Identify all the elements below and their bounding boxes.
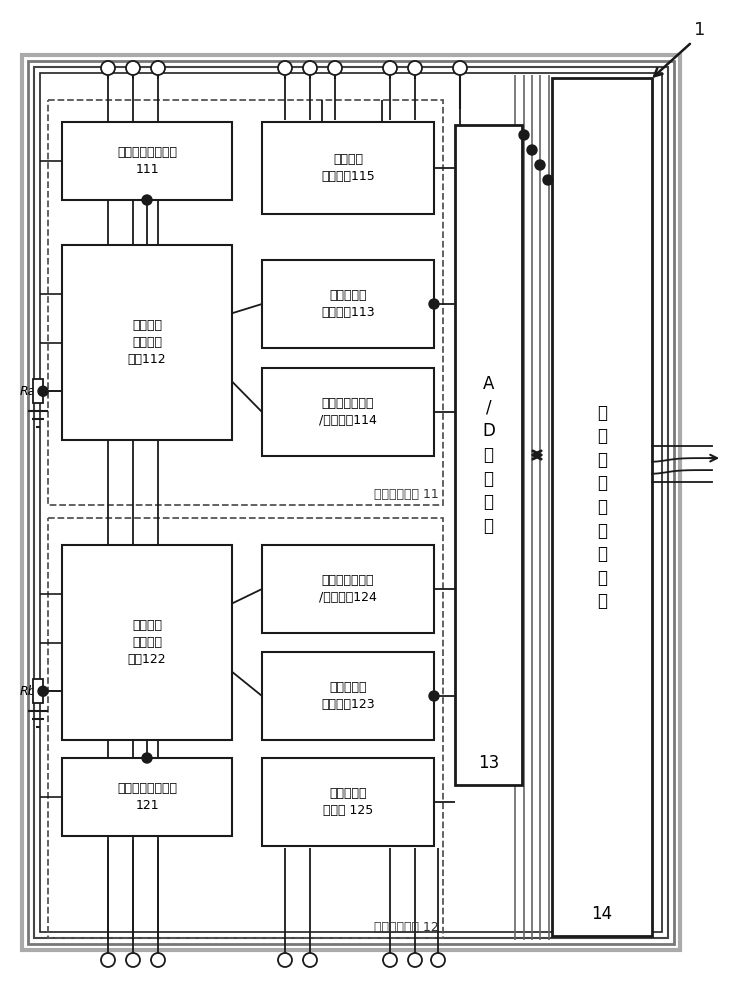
Bar <box>262 122 434 214</box>
Circle shape <box>535 160 545 170</box>
Bar <box>62 758 232 836</box>
Text: 第一检测模块 11: 第一检测模块 11 <box>374 488 439 501</box>
Bar <box>262 652 434 740</box>
Circle shape <box>303 61 317 75</box>
Circle shape <box>408 61 422 75</box>
Bar <box>28 61 674 944</box>
Text: 第一检测
模式选择
开关112: 第一检测 模式选择 开关112 <box>128 319 166 366</box>
Circle shape <box>383 61 397 75</box>
Bar <box>262 260 434 348</box>
Circle shape <box>543 175 553 185</box>
Bar <box>62 545 232 740</box>
Bar <box>33 379 43 403</box>
Circle shape <box>151 61 165 75</box>
Circle shape <box>151 953 165 967</box>
Text: Rb: Rb <box>20 685 36 698</box>
Text: 第一量程选择模块
111: 第一量程选择模块 111 <box>117 146 177 176</box>
Text: 第二恒压测
总阵模块123: 第二恒压测 总阵模块123 <box>321 681 375 711</box>
Circle shape <box>278 953 292 967</box>
Circle shape <box>453 61 467 75</box>
Bar <box>34 67 668 938</box>
Bar <box>40 73 662 932</box>
Bar <box>262 368 434 456</box>
Text: A
/
D
转
换
模
块: A / D 转 换 模 块 <box>482 375 495 535</box>
Text: 第二开路检
测模块 125: 第二开路检 测模块 125 <box>323 787 373 817</box>
Text: 14: 14 <box>591 905 613 923</box>
Circle shape <box>408 953 422 967</box>
Circle shape <box>126 61 140 75</box>
Circle shape <box>142 753 152 763</box>
Circle shape <box>38 686 48 696</box>
Text: 第二检测模块 12: 第二检测模块 12 <box>374 921 439 934</box>
Circle shape <box>431 953 445 967</box>
Circle shape <box>519 130 529 140</box>
Bar <box>48 518 443 938</box>
Text: 第二恒流测零阵
/行程模块124: 第二恒流测零阵 /行程模块124 <box>319 574 377 604</box>
Bar <box>62 122 232 200</box>
Circle shape <box>429 691 439 701</box>
Text: 1: 1 <box>694 21 706 39</box>
Text: 13: 13 <box>478 754 499 772</box>
Text: 第一恒压测
总阵模块113: 第一恒压测 总阵模块113 <box>321 289 375 319</box>
Bar <box>48 100 443 505</box>
Circle shape <box>303 953 317 967</box>
Circle shape <box>383 953 397 967</box>
Text: 第一恒流测零阵
/行程模块114: 第一恒流测零阵 /行程模块114 <box>319 397 377 427</box>
Bar <box>552 78 652 936</box>
Circle shape <box>527 145 537 155</box>
Text: Ra: Ra <box>20 385 36 398</box>
Bar <box>262 758 434 846</box>
Bar <box>33 679 43 703</box>
Text: 第二检测
模式选择
开关122: 第二检测 模式选择 开关122 <box>128 619 166 666</box>
Bar <box>22 55 680 950</box>
Circle shape <box>38 386 48 396</box>
Circle shape <box>101 953 115 967</box>
Circle shape <box>126 953 140 967</box>
Text: 第二量程选择模块
121: 第二量程选择模块 121 <box>117 782 177 812</box>
Circle shape <box>429 299 439 309</box>
Bar <box>62 245 232 440</box>
Text: 单
片
机
控
制
处
理
模
块: 单 片 机 控 制 处 理 模 块 <box>597 404 607 610</box>
Circle shape <box>328 61 342 75</box>
Circle shape <box>101 61 115 75</box>
Bar <box>262 545 434 633</box>
Circle shape <box>142 195 152 205</box>
Circle shape <box>278 61 292 75</box>
Bar <box>455 125 522 785</box>
Text: 第一开路
检测模块115: 第一开路 检测模块115 <box>321 153 375 183</box>
